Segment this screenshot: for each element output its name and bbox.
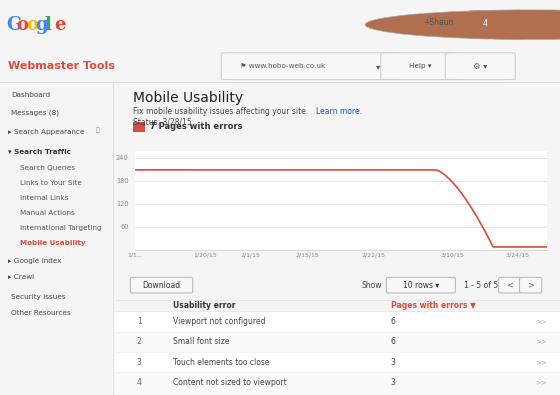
Text: >>: >> bbox=[535, 339, 547, 345]
Text: >>: >> bbox=[535, 318, 547, 325]
Text: ⓘ: ⓘ bbox=[95, 128, 99, 133]
Bar bbox=[115, 352, 560, 372]
FancyBboxPatch shape bbox=[130, 277, 193, 293]
Text: Mobile Usability: Mobile Usability bbox=[133, 91, 242, 105]
Text: Viewport not configured: Viewport not configured bbox=[172, 317, 265, 326]
Text: 10 rows ▾: 10 rows ▾ bbox=[403, 281, 439, 290]
Text: 3: 3 bbox=[391, 357, 396, 367]
FancyBboxPatch shape bbox=[221, 53, 398, 79]
Text: Download: Download bbox=[142, 281, 181, 290]
Text: Small font size: Small font size bbox=[172, 337, 229, 346]
Text: Status: 3/28/15: Status: 3/28/15 bbox=[133, 118, 192, 127]
Text: Pages with errors ▼: Pages with errors ▼ bbox=[391, 301, 475, 310]
Text: l: l bbox=[45, 16, 52, 34]
Text: ⚑ www.hobo-web.co.uk: ⚑ www.hobo-web.co.uk bbox=[240, 63, 325, 69]
Text: ▾ Search Traffic: ▾ Search Traffic bbox=[8, 149, 71, 155]
Text: ▾: ▾ bbox=[376, 62, 381, 71]
Text: Webmaster Tools: Webmaster Tools bbox=[8, 61, 115, 71]
Text: G: G bbox=[7, 16, 22, 34]
Text: >: > bbox=[527, 281, 534, 290]
Bar bbox=[115, 299, 560, 311]
Text: Security Issues: Security Issues bbox=[11, 293, 66, 299]
FancyBboxPatch shape bbox=[386, 277, 455, 293]
Text: Mobile Usability: Mobile Usability bbox=[20, 240, 85, 246]
Text: e: e bbox=[54, 16, 66, 34]
Bar bbox=[115, 393, 560, 395]
Text: Other Resources: Other Resources bbox=[11, 310, 71, 316]
Bar bbox=[115, 332, 560, 352]
FancyBboxPatch shape bbox=[381, 53, 459, 79]
Text: +Shaun: +Shaun bbox=[423, 18, 453, 27]
Text: Touch elements too close: Touch elements too close bbox=[172, 357, 269, 367]
Text: 120: 120 bbox=[116, 201, 129, 207]
Text: Dashboard: Dashboard bbox=[11, 92, 50, 98]
Text: ▸ Google Index: ▸ Google Index bbox=[8, 258, 62, 264]
Text: Internal Links: Internal Links bbox=[20, 195, 68, 201]
Text: 3: 3 bbox=[391, 378, 396, 387]
Circle shape bbox=[365, 10, 560, 40]
Text: o: o bbox=[26, 16, 38, 34]
Text: ▸ Search Appearance: ▸ Search Appearance bbox=[8, 129, 85, 135]
FancyBboxPatch shape bbox=[445, 53, 515, 79]
Text: Show: Show bbox=[362, 281, 382, 290]
Text: Search Queries: Search Queries bbox=[20, 166, 74, 171]
Text: ▸ Crawl: ▸ Crawl bbox=[8, 274, 34, 280]
Text: ⚙ ▾: ⚙ ▾ bbox=[473, 62, 487, 71]
Text: Manual Actions: Manual Actions bbox=[20, 210, 74, 216]
Text: 1: 1 bbox=[137, 317, 142, 326]
Text: 180: 180 bbox=[116, 178, 129, 184]
Text: Fix mobile usability issues affecting your site.: Fix mobile usability issues affecting yo… bbox=[133, 107, 310, 116]
Text: >>: >> bbox=[535, 379, 547, 386]
Text: 1 - 5 of 5: 1 - 5 of 5 bbox=[464, 281, 498, 290]
Text: Learn more.: Learn more. bbox=[316, 107, 362, 116]
Text: International Targeting: International Targeting bbox=[20, 225, 101, 231]
Text: Links to Your Site: Links to Your Site bbox=[20, 180, 81, 186]
Text: 6: 6 bbox=[391, 337, 396, 346]
Text: 4: 4 bbox=[137, 378, 142, 387]
Bar bbox=[115, 372, 560, 393]
FancyBboxPatch shape bbox=[520, 277, 542, 293]
FancyBboxPatch shape bbox=[498, 277, 521, 293]
FancyBboxPatch shape bbox=[469, 10, 502, 39]
Text: Content not sized to viewport: Content not sized to viewport bbox=[172, 378, 286, 387]
Text: g: g bbox=[35, 16, 48, 34]
Text: >>: >> bbox=[535, 359, 547, 365]
Text: 240: 240 bbox=[116, 156, 129, 162]
Text: 2: 2 bbox=[137, 337, 142, 346]
Text: 60: 60 bbox=[120, 224, 129, 230]
Text: 3: 3 bbox=[137, 357, 142, 367]
Text: Usability error: Usability error bbox=[172, 301, 235, 310]
Text: Help ▾: Help ▾ bbox=[409, 63, 431, 69]
Text: 4: 4 bbox=[483, 19, 488, 28]
Text: o: o bbox=[16, 16, 28, 34]
Bar bbox=[115, 311, 560, 332]
Text: 7 Pages with errors: 7 Pages with errors bbox=[150, 122, 242, 131]
Text: <: < bbox=[506, 281, 513, 290]
Text: :::: ::: bbox=[452, 19, 461, 28]
Text: 6: 6 bbox=[391, 317, 396, 326]
Bar bbox=[133, 122, 145, 132]
Text: Messages (8): Messages (8) bbox=[11, 109, 59, 116]
